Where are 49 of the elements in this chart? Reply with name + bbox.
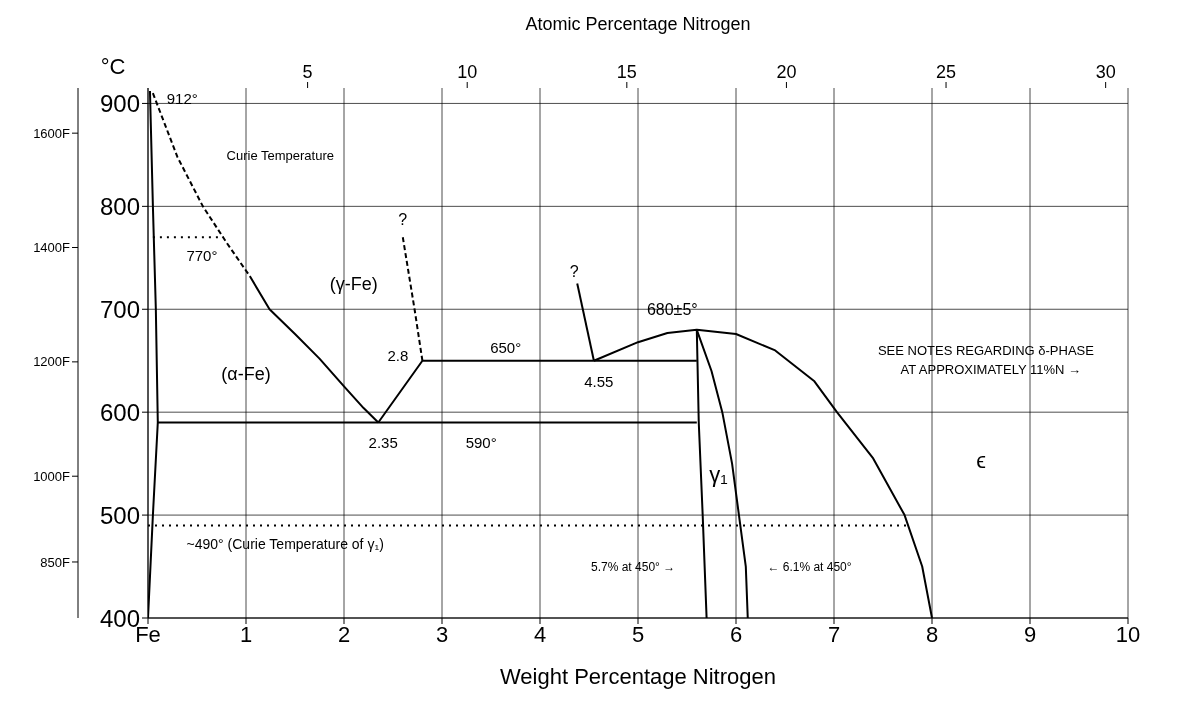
y-tick-label: 900: [99, 89, 140, 117]
annotation: AT APPROXIMATELY 11%N →: [900, 361, 1082, 377]
annotation: 770°: [186, 247, 218, 265]
annotation: 4.55: [584, 372, 614, 390]
x-axis-title: Weight Percentage Nitrogen: [500, 664, 776, 689]
x2-tick-label: 20: [776, 62, 797, 82]
y-axis-title: °C: [100, 54, 126, 79]
x2-tick-label: 15: [616, 62, 637, 82]
annotation: 590°: [465, 434, 497, 452]
x-tick-label: 1: [239, 621, 253, 647]
annotation: ~490° (Curie Temperature of γ₁): [186, 535, 384, 552]
y-tick-label: 600: [99, 398, 140, 426]
x-tick-label: 2: [337, 621, 351, 647]
y2-tick-label: 1000F: [33, 468, 71, 484]
annotation: 2.35: [368, 434, 398, 452]
annotation: 912°: [166, 89, 198, 107]
annotation: 680±5°: [646, 300, 698, 318]
x2-tick-label: 5: [302, 62, 313, 82]
y2-tick-label: 1200F: [33, 354, 71, 370]
x-tick-label: 8: [925, 621, 939, 647]
annotation: 5.7% at 450° →: [591, 559, 676, 574]
annotation: 650°: [490, 338, 522, 356]
annotation: SEE NOTES REGARDING δ-PHASE: [877, 343, 1095, 359]
x-tick-label: 10: [1115, 621, 1141, 647]
x2-tick-label: 25: [936, 62, 957, 82]
y2-tick-label: 850F: [40, 554, 71, 570]
annotation: ← 6.1% at 450°: [767, 559, 852, 574]
annotation: 2.8: [387, 346, 409, 364]
y-tick-label: 500: [99, 501, 140, 529]
x2-tick-label: 10: [457, 62, 478, 82]
annotation: (γ-Fe): [329, 273, 378, 294]
annotation: γ₁: [709, 461, 728, 487]
x-tick-label: 5: [631, 621, 645, 647]
x-tick-label: 9: [1023, 621, 1037, 647]
x2-tick-label: 30: [1095, 62, 1116, 82]
annotation: ϵ: [976, 448, 986, 474]
x-tick-label: 3: [435, 621, 449, 647]
annotation: ?: [569, 262, 579, 280]
y-tick-label: 800: [99, 192, 140, 220]
annotation: ?: [398, 211, 408, 229]
x-tick-label: 7: [827, 621, 841, 647]
annotation: Curie Temperature: [226, 147, 335, 163]
y2-tick-label: 1400F: [33, 240, 71, 256]
x2-axis-title: Atomic Percentage Nitrogen: [525, 14, 751, 34]
x-tick-label: 4: [533, 621, 547, 647]
annotation: (α-Fe): [221, 364, 271, 385]
y2-tick-label: 1600F: [33, 125, 71, 141]
y-tick-label: 700: [99, 295, 140, 323]
x-tick-label: 6: [729, 621, 743, 647]
